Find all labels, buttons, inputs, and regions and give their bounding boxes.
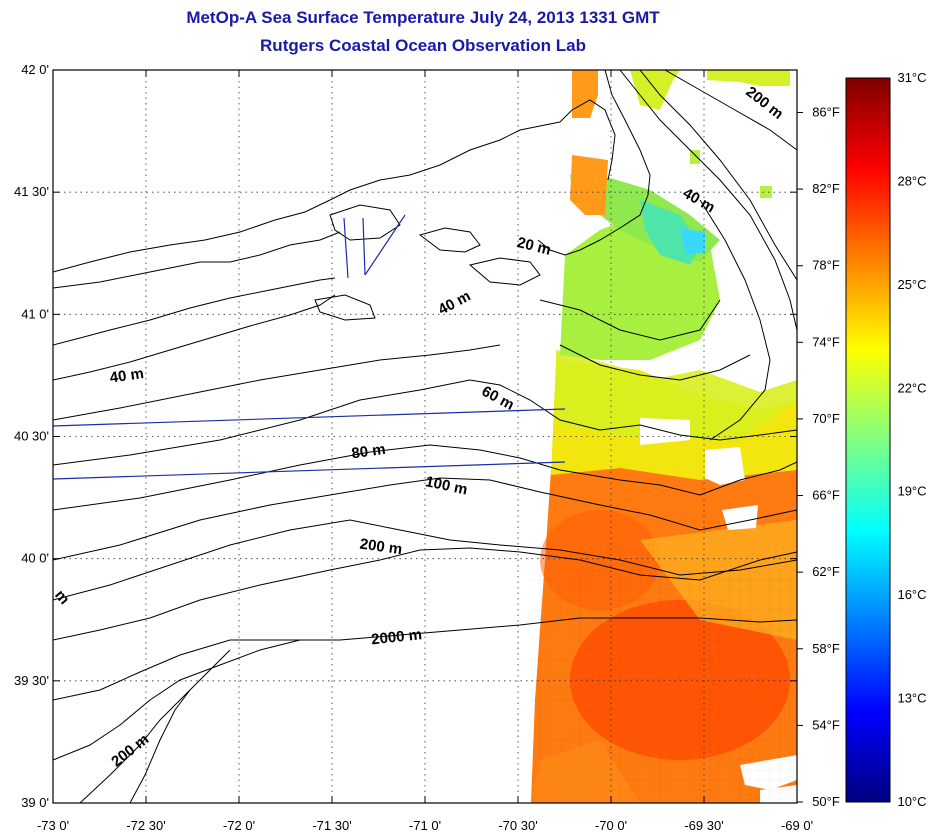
fahrenheit-tick-label: 58°F bbox=[812, 641, 840, 656]
fahrenheit-tick-label: 50°F bbox=[812, 794, 840, 809]
fahrenheit-tick-label: 62°F bbox=[812, 564, 840, 579]
lon-tick-label: -70 30' bbox=[498, 818, 537, 833]
fahrenheit-labels: 86°F 82°F 78°F 74°F 70°F 66°F 62°F 58°F 54°F 50°F bbox=[797, 104, 840, 809]
lat-tick-label: 40 30' bbox=[14, 429, 49, 444]
graticule-grid bbox=[53, 70, 797, 803]
fahrenheit-tick-label: 74°F bbox=[812, 334, 840, 349]
lat-tick-label: 41 0' bbox=[21, 306, 49, 321]
contour-label: 200 m bbox=[742, 83, 786, 123]
celsius-tick-label: 10°C bbox=[897, 794, 926, 809]
lon-tick-label: -71 0' bbox=[409, 818, 441, 833]
bathymetry-contours bbox=[53, 70, 797, 803]
lon-tick-label: -69 0' bbox=[781, 818, 813, 833]
contour-label: 40 m bbox=[680, 185, 718, 217]
lon-tick-label: -72 0' bbox=[223, 818, 255, 833]
contour-label: 200 m bbox=[359, 536, 403, 559]
lon-tick-label: -72 30' bbox=[126, 818, 165, 833]
celsius-tick-label: 28°C bbox=[897, 173, 926, 188]
lon-tick-label: -73 0' bbox=[37, 818, 69, 833]
celsius-labels: 31°C 28°C 25°C 22°C 19°C 16°C 13°C 10°C bbox=[897, 70, 926, 809]
contour-label: 40 m bbox=[435, 287, 473, 318]
contour-label: 40 m bbox=[109, 365, 145, 387]
celsius-tick-label: 19°C bbox=[897, 484, 926, 499]
map-subtitle: Rutgers Coastal Ocean Observation Lab bbox=[260, 36, 586, 55]
lat-tick-label: 42 0' bbox=[21, 62, 49, 77]
lat-tick-label: 39 30' bbox=[14, 673, 49, 688]
contour-label: m bbox=[51, 587, 73, 608]
map-title: MetOp-A Sea Surface Temperature July 24,… bbox=[186, 8, 660, 27]
latitude-labels: 42 0' 41 30' 41 0' 40 30' 40 0' 39 30' 39 0' bbox=[14, 62, 797, 810]
contour-label: 60 m bbox=[479, 383, 517, 414]
fahrenheit-tick-label: 78°F bbox=[812, 258, 840, 273]
lon-tick-label: -71 30' bbox=[312, 818, 351, 833]
contour-label: 20 m bbox=[515, 234, 552, 259]
fahrenheit-tick-label: 82°F bbox=[812, 181, 840, 196]
lat-tick-label: 40 0' bbox=[21, 551, 49, 566]
celsius-tick-label: 16°C bbox=[897, 587, 926, 602]
celsius-tick-label: 31°C bbox=[897, 70, 926, 85]
fahrenheit-tick-label: 70°F bbox=[812, 411, 840, 426]
fahrenheit-tick-label: 66°F bbox=[812, 488, 840, 503]
celsius-tick-label: 13°C bbox=[897, 691, 926, 706]
contour-label: 100 m bbox=[424, 473, 469, 498]
temperature-colorbar bbox=[845, 77, 891, 803]
contour-label: 80 m bbox=[350, 441, 386, 463]
longitude-labels: -73 0' -72 30' -72 0' -71 30' -71 0' -70 30' -… bbox=[37, 70, 813, 833]
fahrenheit-tick-label: 54°F bbox=[812, 717, 840, 732]
celsius-tick-label: 25°C bbox=[897, 277, 926, 292]
celsius-tick-label: 22°C bbox=[897, 380, 926, 395]
lon-tick-label: -70 0' bbox=[595, 818, 627, 833]
sst-swath bbox=[531, 70, 797, 803]
lat-tick-label: 41 30' bbox=[14, 184, 49, 199]
lon-tick-label: -69 30' bbox=[684, 818, 723, 833]
track-lines bbox=[52, 214, 566, 480]
fahrenheit-tick-label: 86°F bbox=[812, 104, 840, 119]
lat-tick-label: 39 0' bbox=[21, 795, 49, 810]
contour-label: 2000 m bbox=[370, 626, 422, 648]
